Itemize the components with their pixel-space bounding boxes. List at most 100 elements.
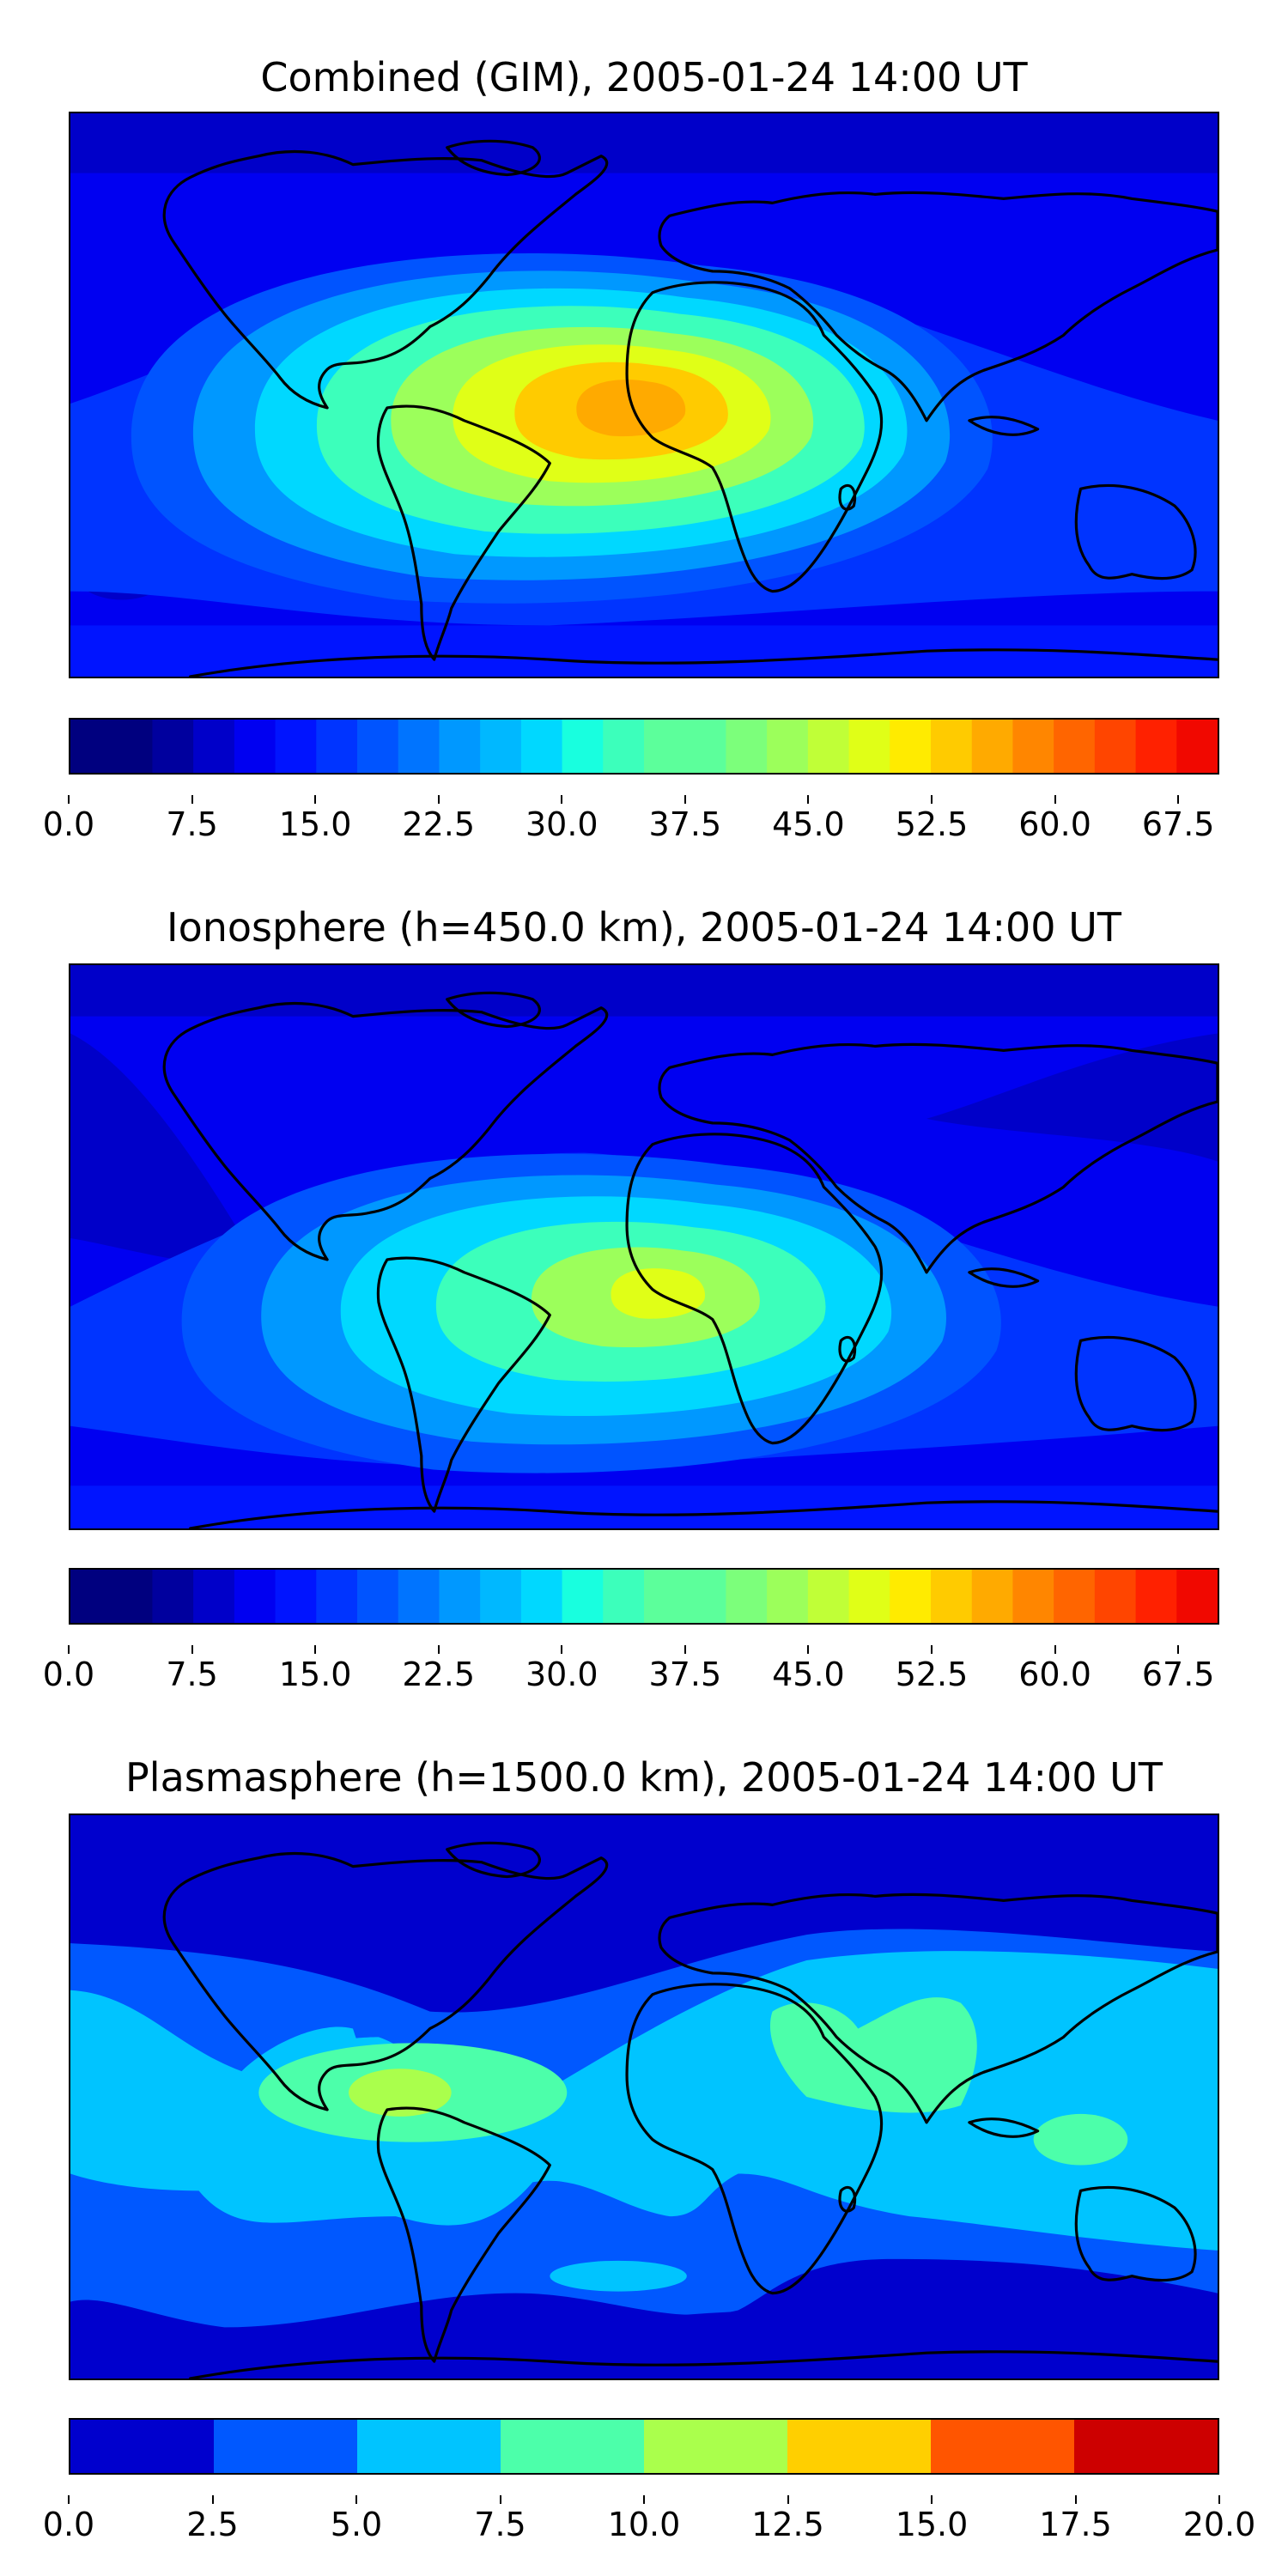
panel-1-coastline (1074, 483, 1197, 580)
panel-2-coastline (376, 1256, 551, 1513)
panel-3-coastline (838, 2185, 857, 2213)
panel-3-green-indonesia (1033, 2113, 1128, 2166)
panel-3-coastline (446, 1841, 541, 1879)
panel-2-tick-mark (931, 1645, 933, 1654)
panel-1-tick-label: 52.5 (895, 805, 969, 843)
panel-2-coastline (625, 1133, 884, 1445)
panel-3-green-india (769, 1997, 977, 2113)
panel-1-tick-label: 0.0 (42, 805, 95, 843)
panel-3-coastline (188, 2350, 1218, 2379)
panel-2-colorbar-swatch (562, 1570, 604, 1623)
panel-2-colorbar-swatch (848, 1570, 890, 1623)
panel-2-colorbar-swatch (644, 1570, 686, 1623)
panel-2-colorbar-swatch (726, 1570, 768, 1623)
panel-3-peak-brazil (349, 2069, 452, 2117)
panel-2-coastline (658, 1042, 1218, 1274)
panel-2-colorbar-svg (70, 1570, 1218, 1623)
panel-2-tick-label: 7.5 (166, 1656, 218, 1693)
panel-2-tick-mark (1054, 1645, 1056, 1654)
panel-2-colorbar-swatch (439, 1570, 481, 1623)
panel-3-tick-label: 20.0 (1182, 2506, 1256, 2543)
panel-1-title: Combined (GIM), 2005-01-24 14:00 UT (260, 54, 1028, 100)
panel-1-colorbar-swatch (562, 720, 604, 773)
panel-2-colorbar-swatch (152, 1570, 194, 1623)
panel-2-polar-south (70, 1485, 1218, 1528)
panel-1-coastline (376, 404, 551, 661)
panel-2-tick-mark (191, 1645, 193, 1654)
panel-3-tick-mark (211, 2495, 214, 2504)
panel-2-colorbar-swatch (767, 1570, 809, 1623)
panel-2-title: Ionosphere (h=450.0 km), 2005-01-24 14:0… (167, 904, 1121, 951)
panel-3-polar-north (70, 1815, 1218, 1875)
panel-2-tick-label: 30.0 (525, 1656, 598, 1693)
panel-1-colorbar-swatch (971, 720, 1014, 773)
panel-3-tick-mark (499, 2495, 501, 2504)
panel-3-title: Plasmasphere (h=1500.0 km), 2005-01-24 1… (125, 1754, 1163, 1801)
panel-2-coastline (838, 1335, 857, 1363)
panel-1-tick-mark (807, 795, 810, 804)
panel-3-colorbar-svg (70, 2420, 1218, 2473)
panel-2-colorbar-swatch (1054, 1570, 1096, 1623)
panel-2-colorbar-swatch (193, 1570, 235, 1623)
panel-3-colorbar-swatch (214, 2420, 358, 2473)
panel-2-tick-label: 60.0 (1018, 1656, 1091, 1693)
panel-3-coastline (968, 2117, 1040, 2138)
panel-1-tick-mark (191, 795, 193, 804)
panel-2-colorbar-swatch (357, 1570, 399, 1623)
panel-3-colorbar-swatch (931, 2420, 1075, 2473)
panel-1-tick-label: 7.5 (166, 805, 218, 843)
panel-1-coastlines (162, 139, 1218, 677)
panel-1-colorbar-swatch (234, 720, 276, 773)
panel-3-tick-mark (931, 2495, 933, 2504)
panel-2-colorbar-swatch (70, 1570, 112, 1623)
panel-1-tick-mark (683, 795, 686, 804)
panel-1-colorbar-svg (70, 720, 1218, 773)
panel-2-tick-mark (437, 1645, 440, 1654)
panel-2-tick-label: 67.5 (1141, 1656, 1215, 1693)
panel-2-low-asia (927, 1033, 1218, 1162)
panel-3-colorbar-swatch (1074, 2420, 1218, 2473)
panel-2-tick-mark (561, 1645, 563, 1654)
panel-3-tick-mark (1218, 2495, 1220, 2504)
panel-2-coastline (188, 1500, 1218, 1528)
panel-3-tick-label: 2.5 (186, 2506, 239, 2543)
panel-1-map-svg (70, 113, 1218, 677)
panel-1-tick-label: 22.5 (402, 805, 476, 843)
panel-1-colorbar-swatch (398, 720, 440, 773)
panel-2-tick-mark (683, 1645, 686, 1654)
panel-1-colorbar-swatch (111, 720, 154, 773)
panel-1-colorbar-swatch (1012, 720, 1054, 773)
panel-2-colorbar (69, 1568, 1219, 1625)
panel-2-tick-label: 45.0 (772, 1656, 845, 1693)
panel-2-tick-mark (314, 1645, 317, 1654)
panel-3-coastline (658, 1893, 1218, 2124)
panel-3-cyan-patch (550, 2260, 687, 2292)
panel-2-tick-mark (1177, 1645, 1180, 1654)
panel-1-colorbar-swatch (193, 720, 235, 773)
panel-1-colorbar-swatch (644, 720, 686, 773)
panel-1-tick-mark (1177, 795, 1180, 804)
panel-2-tick-label: 22.5 (402, 1656, 476, 1693)
panel-1-colorbar-swatch (357, 720, 399, 773)
panel-2-colorbar-swatch (807, 1570, 850, 1623)
panel-2-colorbar-swatch (1094, 1570, 1137, 1623)
panel-1-polar-north (70, 113, 1218, 173)
panel-3-tick-mark (787, 2495, 789, 2504)
panel-1-colorbar (69, 718, 1219, 775)
panel-2-colorbar-swatch (480, 1570, 522, 1623)
panel-3-colorbar-swatch (501, 2420, 645, 2473)
panel-1-colorbar-swatch (152, 720, 194, 773)
panel-1-coastline (188, 648, 1218, 677)
panel-1-map (69, 112, 1219, 678)
panel-3-colorbar (69, 2418, 1219, 2475)
panel-1-tick-mark (931, 795, 933, 804)
panel-3-tick-mark (355, 2495, 357, 2504)
panel-1-colorbar-swatch (480, 720, 522, 773)
panel-1-coastline (658, 191, 1218, 422)
panel-1-colorbar-swatch (726, 720, 768, 773)
panel-2-low-pacific (70, 1033, 259, 1266)
panel-2-tick-label: 37.5 (648, 1656, 722, 1693)
panel-3-colorbar-swatch (70, 2420, 215, 2473)
panel-2-colorbar-swatch (111, 1570, 154, 1623)
panel-3-coastline (1074, 2185, 1197, 2282)
